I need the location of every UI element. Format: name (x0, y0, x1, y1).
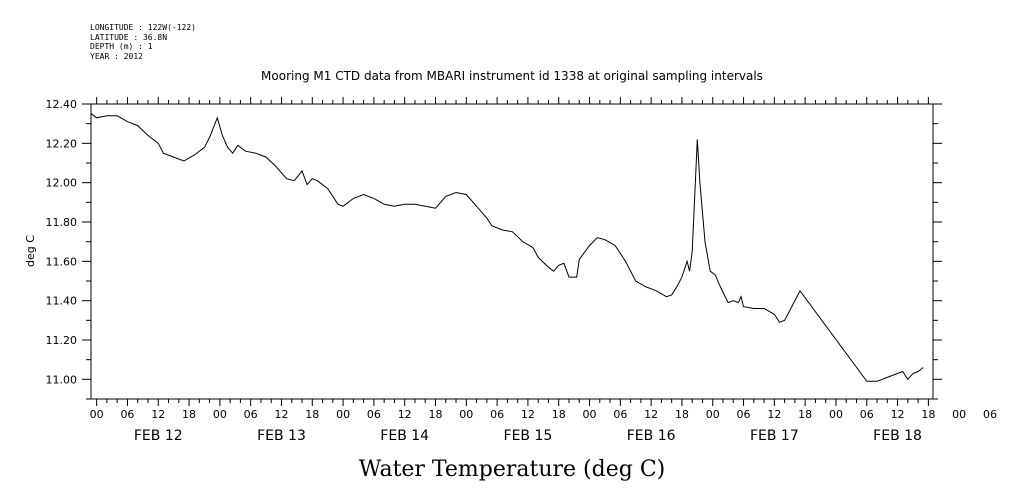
x-hour-label: 00 (90, 408, 104, 421)
y-tick-label: 11.00 (46, 373, 78, 386)
x-hour-label: 18 (182, 408, 196, 421)
x-day-label: FEB 15 (504, 428, 553, 444)
y-tick-label: 11.60 (46, 255, 78, 268)
x-day-label: FEB 17 (750, 428, 799, 444)
x-hour-label: 18 (552, 408, 566, 421)
y-axis: 11.00 11.20 11.40 11.60 11.80 12.00 12.20 12.40 (46, 98, 942, 400)
x-hour-label: 12 (767, 408, 781, 421)
x-hour-label: 06 (983, 408, 997, 421)
x-hour-label: 06 (120, 408, 134, 421)
x-hour-label: 12 (644, 408, 658, 421)
x-axis: 00 06 12 18 00 06 12 18 00 06 12 18 00 06 12 18 00 06 12 18… (90, 97, 997, 444)
y-tick-label: 12.40 (46, 98, 78, 111)
x-day-label: FEB 12 (134, 428, 183, 444)
x-hour-label: 06 (367, 408, 381, 421)
latitude-label: LATITUDE : 36.8N (90, 33, 167, 42)
y-axis-label: deg C (24, 235, 37, 267)
x-hour-label: 00 (829, 408, 843, 421)
x-day-label: FEB 18 (873, 428, 922, 444)
y-tick-label: 12.00 (46, 177, 78, 190)
x-hour-label: 06 (244, 408, 258, 421)
x-hour-label: 06 (737, 408, 751, 421)
x-hour-label: 18 (798, 408, 812, 421)
x-hour-label: 06 (860, 408, 874, 421)
y-tick-label: 12.20 (46, 137, 78, 150)
x-day-label: FEB 14 (380, 428, 429, 444)
chart-title: Mooring M1 CTD data from MBARI instrumen… (261, 69, 763, 83)
x-hour-label: 12 (398, 408, 412, 421)
x-hour-label: 18 (305, 408, 319, 421)
plot-frame (90, 103, 934, 400)
y-tick-label: 11.40 (46, 295, 78, 308)
x-hour-label: 12 (274, 408, 288, 421)
metadata-block: LONGITUDE : 122W(-122) LATITUDE : 36.8N … (90, 23, 196, 61)
depth-label: DEPTH (m) : 1 (90, 42, 153, 51)
temperature-series-line (91, 113, 924, 382)
longitude-label: LONGITUDE : 122W(-122) (90, 23, 196, 32)
x-hour-label: 00 (583, 408, 597, 421)
x-hour-label: 12 (891, 408, 905, 421)
x-hour-label: 00 (706, 408, 720, 421)
x-hour-label: 00 (213, 408, 227, 421)
year-label: YEAR : 2012 (90, 52, 143, 61)
x-hour-label: 06 (613, 408, 627, 421)
x-hour-label: 00 (952, 408, 966, 421)
x-hour-label: 00 (336, 408, 350, 421)
x-day-label: FEB 13 (257, 428, 306, 444)
x-hour-label: 12 (521, 408, 535, 421)
x-hour-label: 06 (490, 408, 504, 421)
y-tick-label: 11.20 (46, 334, 78, 347)
x-hour-label: 18 (429, 408, 443, 421)
x-hour-label: 00 (459, 408, 473, 421)
x-hour-label: 18 (675, 408, 689, 421)
x-axis-label: Water Temperature (deg C) (359, 457, 666, 482)
x-hour-label: 12 (151, 408, 165, 421)
x-hour-label: 18 (921, 408, 935, 421)
x-day-label: FEB 16 (627, 428, 676, 444)
y-tick-label: 11.80 (46, 216, 78, 229)
